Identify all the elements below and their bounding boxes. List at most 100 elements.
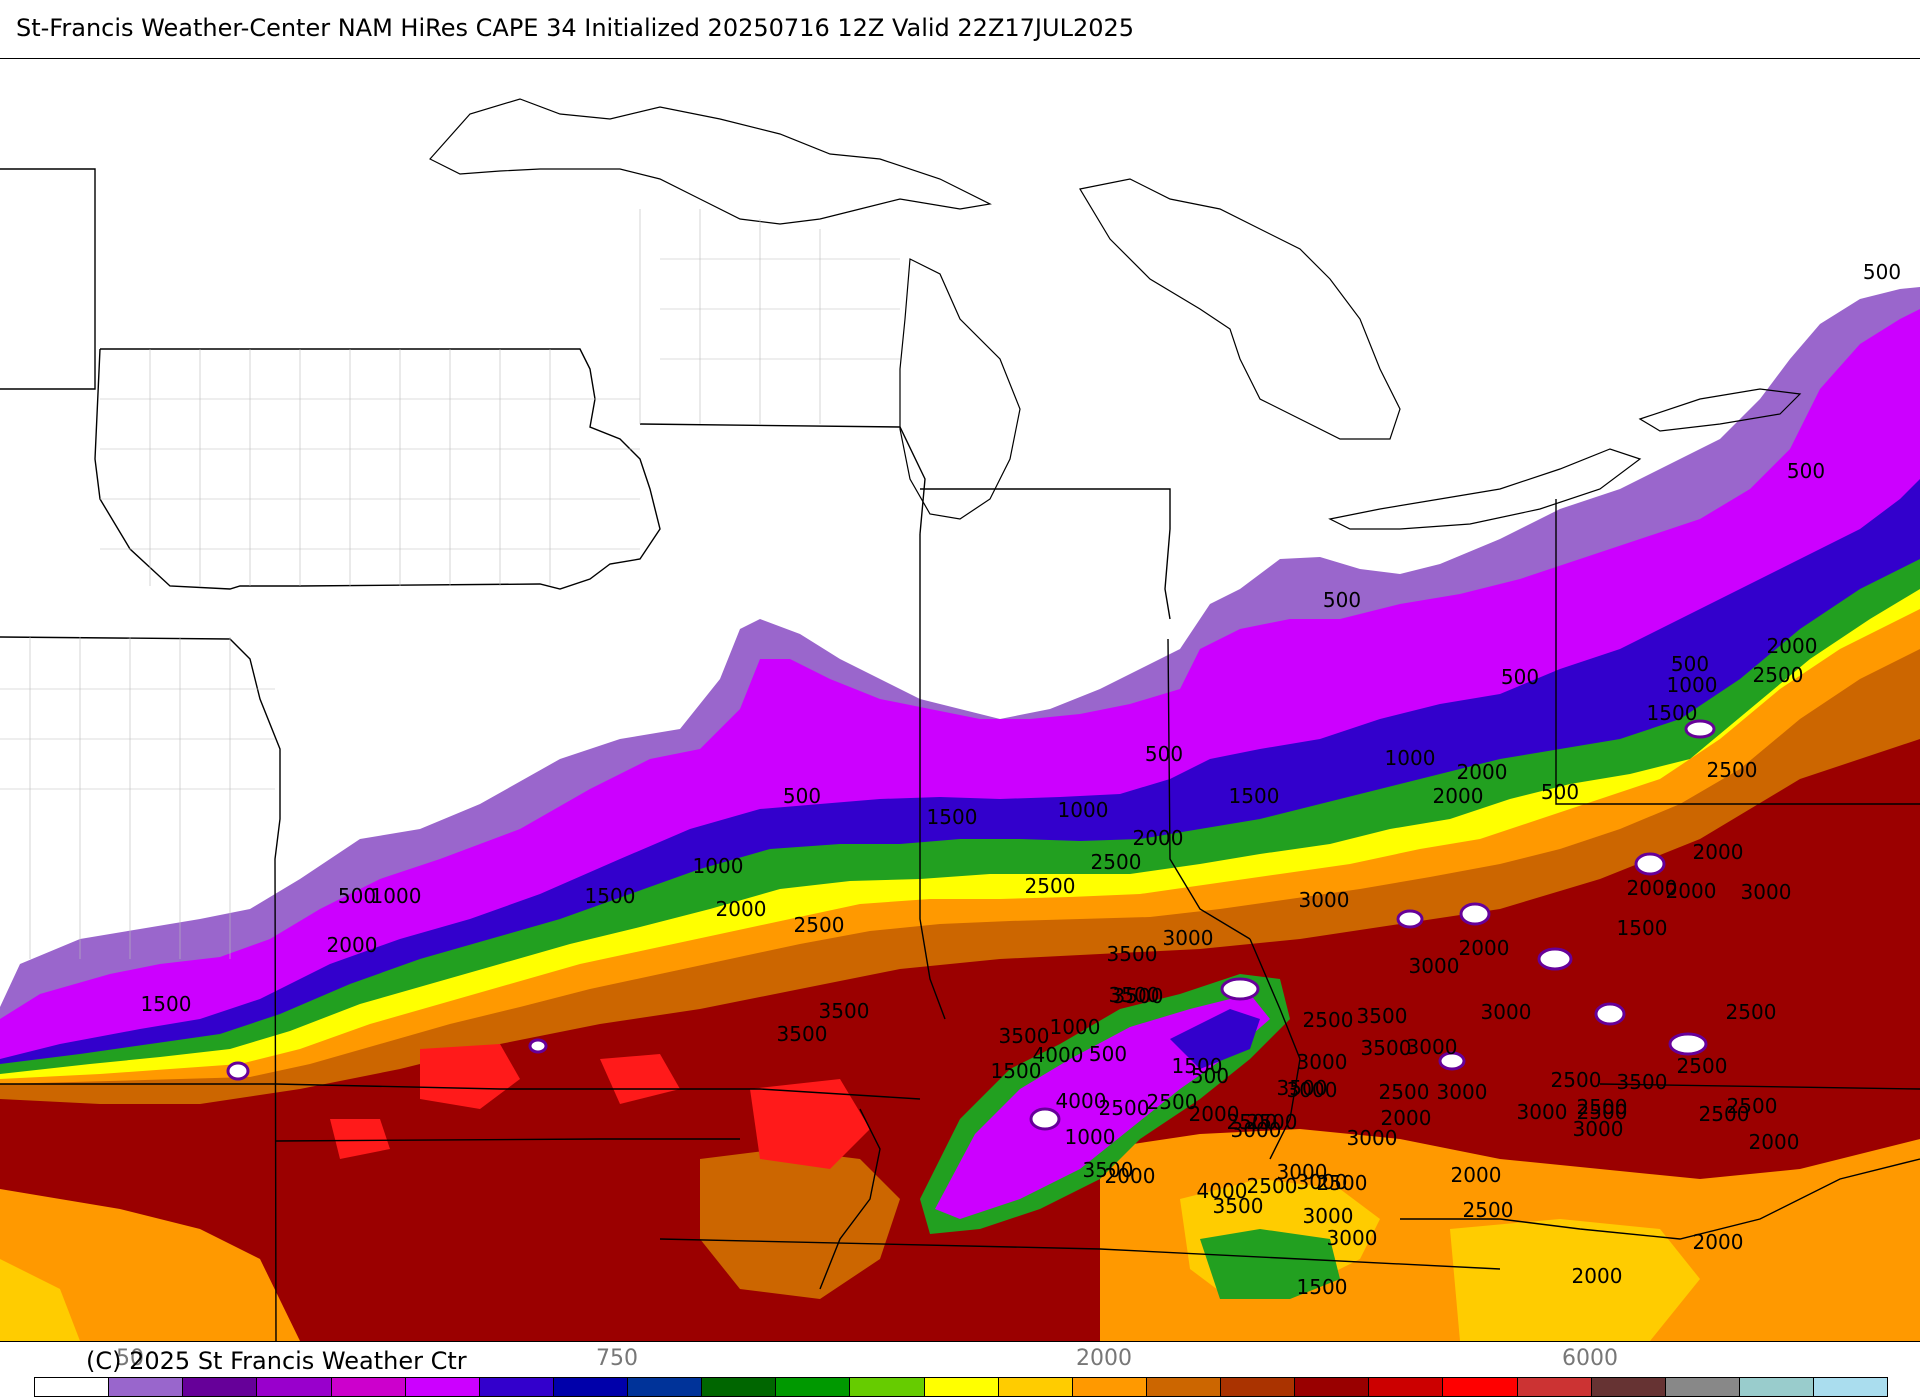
- contour-label: 2500: [1699, 1102, 1750, 1126]
- colorbar-tick-label: 50: [116, 1346, 144, 1371]
- contour-label: 2500: [1726, 1000, 1777, 1024]
- colorbar-swatch: [1591, 1378, 1666, 1396]
- contour-label: 3000: [1517, 1100, 1568, 1124]
- contour-label: 2000: [1451, 1163, 1502, 1187]
- contour-label: 2000: [1105, 1164, 1156, 1188]
- colorbar-swatch: [1295, 1378, 1370, 1396]
- contour-label: 2500: [1707, 758, 1758, 782]
- contour-label: 500: [1089, 1042, 1127, 1066]
- contour-label: 2000: [1459, 936, 1510, 960]
- colorbar-swatch: [1739, 1378, 1814, 1396]
- contour-label: 2000: [1572, 1264, 1623, 1288]
- contour-label: 500: [1323, 588, 1361, 612]
- colorbar-swatch: [924, 1378, 999, 1396]
- colorbar-swatch: [998, 1378, 1073, 1396]
- lake-shorelines: [429, 98, 1802, 530]
- colorbar-swatch: [35, 1378, 110, 1396]
- contour-label: 3500: [1617, 1070, 1668, 1094]
- contour-label: 3500: [1107, 942, 1158, 966]
- contour-label: 2500: [1147, 1090, 1198, 1114]
- contour-label: 1500: [1172, 1054, 1223, 1078]
- contour-label: 1500: [927, 805, 978, 829]
- contour-label: 2500: [1379, 1080, 1430, 1104]
- colorbar-swatch: [331, 1378, 406, 1396]
- contour-label: 4000: [1033, 1043, 1084, 1067]
- contour-label: 2500: [1099, 1096, 1150, 1120]
- contour-label: 2000: [1693, 840, 1744, 864]
- contour-label: 2500: [1551, 1068, 1602, 1092]
- colorbar-swatch: [1443, 1378, 1518, 1396]
- colorbar-swatch: [702, 1378, 777, 1396]
- contour-label: 1500: [585, 884, 636, 908]
- contour-label: 2000: [1627, 876, 1678, 900]
- map-title: St-Francis Weather-Center NAM HiRes CAPE…: [16, 14, 1135, 42]
- contour-label: 3500: [1357, 1004, 1408, 1028]
- colorbar-swatch: [1369, 1378, 1444, 1396]
- contour-label: 2500: [1247, 1110, 1298, 1134]
- contour-label: 3500: [819, 999, 870, 1023]
- contour-label: 3000: [1481, 1000, 1532, 1024]
- contour-label: 3000: [1407, 1035, 1458, 1059]
- contour-label: 4000: [1056, 1089, 1107, 1113]
- contour-label: 3000: [1163, 926, 1214, 950]
- colorbar-tick-label: 2000: [1076, 1346, 1132, 1371]
- colorbar-swatch: [1665, 1378, 1740, 1396]
- contour-label: 500: [1863, 260, 1901, 284]
- contour-label: 2500: [1247, 1174, 1298, 1198]
- colorbar-swatch: [183, 1378, 258, 1396]
- contour-label: 3500: [777, 1022, 828, 1046]
- contour-label: 2000: [1693, 1230, 1744, 1254]
- cape-shading: [0, 287, 1920, 1341]
- contour-label: 1500: [1297, 1275, 1348, 1299]
- contour-label: 3000: [1573, 1117, 1624, 1141]
- contour-label: 1500: [991, 1059, 1042, 1083]
- contour-label: 2500: [1091, 850, 1142, 874]
- contour-label: 2000: [1749, 1130, 1800, 1154]
- contour-label: 3000: [1437, 1080, 1488, 1104]
- contour-label: 2000: [1189, 1102, 1240, 1126]
- contour-label: 3000: [1303, 1204, 1354, 1228]
- contour-label: 3500: [1113, 984, 1164, 1008]
- contour-label: 1000: [1065, 1125, 1116, 1149]
- contour-label: 2000: [716, 897, 767, 921]
- contour-label: 1000: [1385, 746, 1436, 770]
- contour-label: 2000: [1433, 784, 1484, 808]
- contour-label: 1500: [141, 992, 192, 1016]
- contour-label: 3500: [1083, 1158, 1134, 1182]
- contour-label: 2500: [1025, 874, 1076, 898]
- contour-label: 4000: [1197, 1179, 1248, 1203]
- contour-label: 3500: [1277, 1076, 1328, 1100]
- colorbar-swatch: [1072, 1378, 1147, 1396]
- contour-label: 3000: [1287, 1078, 1338, 1102]
- contour-label: 500: [338, 884, 376, 908]
- colorbar-swatch: [1221, 1378, 1296, 1396]
- contour-label: 500: [1501, 665, 1539, 689]
- contour-label: 2500: [1577, 1095, 1628, 1119]
- colorbar-tick-label: 6000: [1562, 1346, 1618, 1371]
- colorbar-swatch: [776, 1378, 851, 1396]
- contour-label: 2500: [1227, 1110, 1278, 1134]
- contour-label: 3000: [1297, 1170, 1348, 1194]
- colorbar-swatch: [628, 1378, 703, 1396]
- contour-label: 3000: [1231, 1118, 1282, 1142]
- colorbar-swatch: [1146, 1378, 1221, 1396]
- colorbar-tick-label: 750: [596, 1346, 638, 1371]
- contour-label: 500: [1541, 780, 1579, 804]
- contour-label: 2000: [327, 933, 378, 957]
- contour-label: 3000: [1409, 954, 1460, 978]
- contour-label: 1500: [1647, 701, 1698, 725]
- colorbar-swatch: [850, 1378, 925, 1396]
- colorbar-swatch: [1814, 1378, 1888, 1396]
- cape-map: 500 500 500 500 500 500 500 500 500 500 500 1000 100…: [0, 58, 1920, 1342]
- contour-label: 2500: [1303, 1008, 1354, 1032]
- colorbar-swatch: [405, 1378, 480, 1396]
- contour-label: 500: [1671, 652, 1709, 676]
- contour-label: 2000: [1133, 826, 1184, 850]
- contour-label: 1000: [1667, 673, 1718, 697]
- contour-label: 2000: [1767, 634, 1818, 658]
- contour-label: 2500: [1753, 663, 1804, 687]
- colorbar-swatch: [1517, 1378, 1592, 1396]
- contour-label: 1000: [1058, 798, 1109, 822]
